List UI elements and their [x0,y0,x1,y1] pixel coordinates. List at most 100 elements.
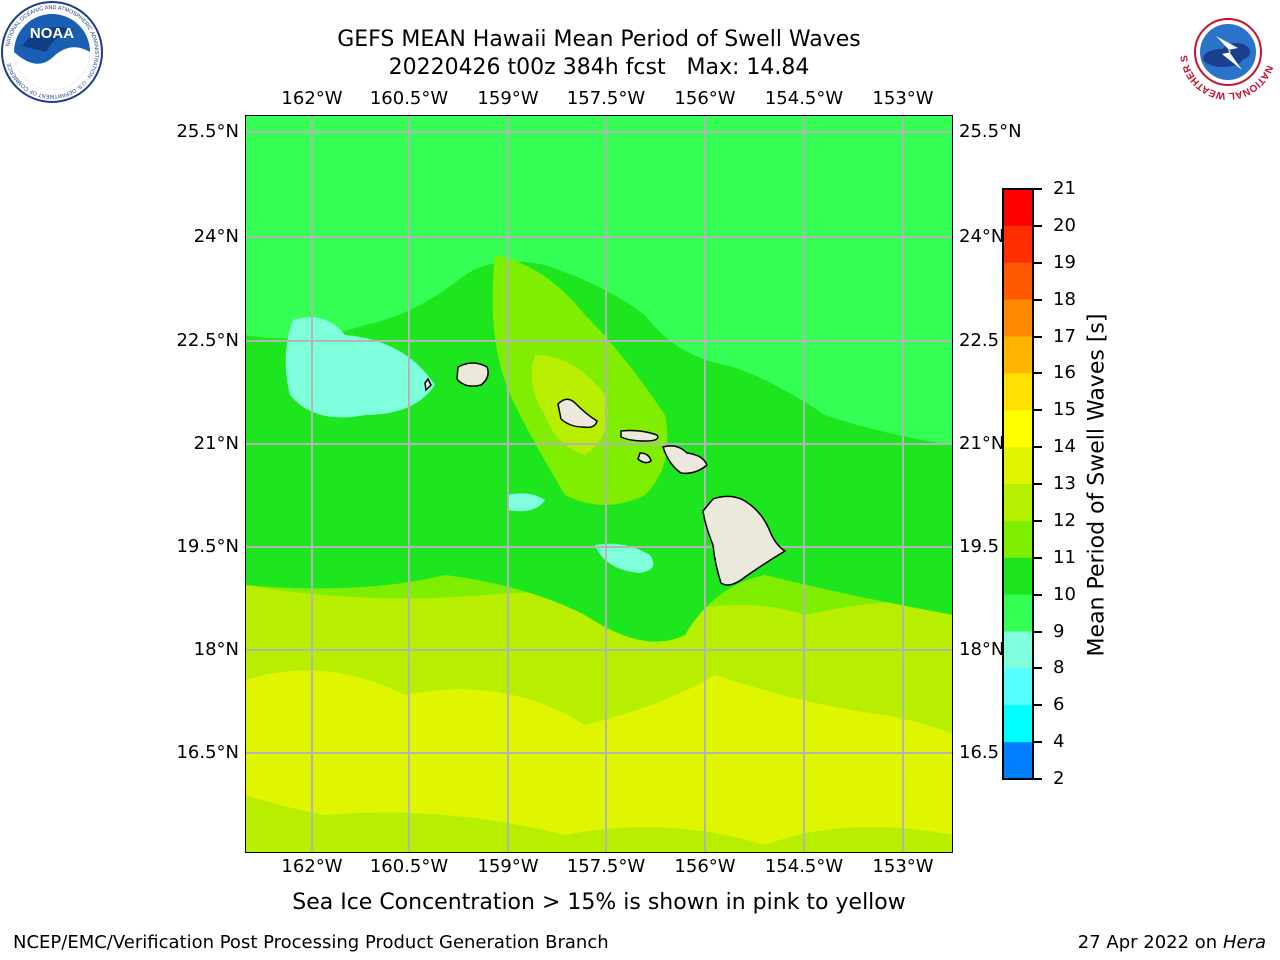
noaa-logo: NOAA NATIONAL OCEANIC AND ATMOSPHERIC AD… [1,1,103,103]
colorbar-band [1003,557,1033,596]
colorbar-band [1003,631,1033,669]
lon-tick-top: 153°W [872,88,934,109]
colorbar-tick-mark [1034,335,1042,338]
colorbar-tick-label: 4 [1053,731,1065,753]
colorbar-tick-label: 14 [1053,436,1076,458]
lon-tick-bottom: 156°W [674,856,736,877]
lat-tick-right: 16.5 [959,742,1000,763]
map-gridlines [245,115,953,853]
colorbar-band [1003,189,1033,227]
colorbar-tick-label: 18 [1053,288,1076,310]
lon-tick-bottom: 159°W [477,856,539,877]
nws-logo: NATIONAL WEATHER SERVICE [1176,0,1278,102]
lon-tick-bottom: 157.5°W [566,856,646,877]
colorbar-tick-mark [1034,741,1042,744]
lat-tick-left: 19.5°N [176,536,239,557]
lon-tick-top: 157.5°W [566,88,646,109]
footer-date-text: 27 Apr 2022 on [1077,932,1223,953]
lon-tick-top: 156°W [674,88,736,109]
colorbar-tick-label: 2 [1053,768,1065,789]
colorbar-band [1003,705,1033,743]
colorbar-tick-mark [1034,446,1042,449]
noaa-logo-text: NOAA [30,25,74,42]
maui-island [662,445,708,475]
colorbar-tick-mark [1034,483,1042,485]
lat-tick-right: 19.5 [959,536,1000,557]
colorbar-tick-label: 20 [1053,214,1076,236]
map-plot [245,115,953,853]
colorbar-band [1003,742,1033,780]
swell-field-cyan-west [285,317,435,418]
kauai-island [456,362,489,387]
colorbar-tick-label: 9 [1053,620,1065,642]
colorbar-tick-label: 21 [1053,178,1076,199]
colorbar-band [1003,225,1033,264]
colorbar-tick-mark [1034,298,1042,301]
map-title: GEFS MEAN Hawaii Mean Period of Swell Wa… [337,27,861,52]
lat-tick-left: 22.5°N [176,330,239,351]
colorbar-tick-mark [1034,519,1042,522]
lanai-island [637,452,652,464]
colorbar [1002,188,1034,780]
footer-host: Hera [1222,932,1266,953]
colorbar-tick-mark [1034,261,1042,264]
colorbar-band [1003,410,1033,448]
colorbar-tick-label: 19 [1053,251,1076,273]
colorbar-tick-label: 16 [1053,362,1076,384]
colorbar-tick-label: 10 [1053,583,1076,605]
colorbar-tick-mark [1034,188,1042,190]
colorbar-tick-mark [1034,778,1042,780]
colorbar-tick-label: 13 [1053,473,1076,494]
footer-credit: NCEP/EMC/Verification Post Processing Pr… [13,932,609,953]
hawaiian-islands [424,362,787,586]
colorbar-tick-mark [1034,556,1042,559]
colorbar-band [1003,520,1033,559]
swell-field-cyan-mid [507,493,545,512]
lat-tick-right: 22.5 [959,330,1000,351]
colorbar-band [1003,373,1033,411]
colorbar-tick-mark [1034,704,1042,707]
colorbar-band [1003,336,1033,374]
colorbar-tick-label: 11 [1053,546,1076,568]
swell-field-yellow [245,670,953,845]
colorbar-tick-mark [1034,224,1042,227]
lat-tick-right: 25.5°N [959,121,1022,142]
lon-tick-bottom: 154.5°W [764,856,844,877]
lat-tick-left: 18°N [193,639,239,660]
lon-tick-top: 159°W [477,88,539,109]
colorbar-tick-mark [1034,593,1042,596]
lat-tick-left: 21°N [193,433,239,454]
lat-tick-left: 16.5°N [176,742,239,763]
lat-tick-right: 21°N [959,433,1005,454]
lat-tick-left: 25.5°N [176,121,239,142]
molokai-island [620,429,659,442]
colorbar-tick-mark [1034,409,1042,412]
colorbar-tick-mark [1034,630,1042,633]
colorbar-tick-label: 6 [1053,694,1065,716]
niihau-island [424,377,432,392]
colorbar-tick-label: 15 [1053,399,1076,421]
colorbar-tick-mark [1034,667,1042,670]
big-island-hawaii [702,495,787,586]
sea-ice-caption: Sea Ice Concentration > 15% is shown in … [292,890,906,915]
oahu-island [557,398,598,429]
colorbar-band [1003,262,1033,301]
colorbar-tick-mark [1034,372,1042,375]
colorbar-tick-label: 8 [1053,657,1065,679]
swell-field-cyan-south [595,543,654,573]
colorbar-band [1003,594,1033,632]
colorbar-label: Mean Period of Swell Waves [s] [1084,313,1110,657]
swell-field-10s [245,115,953,445]
lon-tick-top: 154.5°W [764,88,844,109]
map-subtitle: 20220426 t00z 384h fcst Max: 14.84 [388,55,810,80]
lat-tick-right: 24°N [959,226,1005,247]
lat-tick-left: 24°N [193,226,239,247]
footer-date: 27 Apr 2022 on Hera [1078,932,1266,953]
lon-tick-bottom: 160.5°W [369,856,449,877]
lon-tick-bottom: 162°W [281,856,343,877]
colorbar-band [1003,484,1033,522]
lon-tick-top: 160.5°W [369,88,449,109]
lat-tick-right: 18°N [959,639,1005,660]
colorbar-band [1003,447,1033,485]
lon-tick-bottom: 153°W [872,856,934,877]
